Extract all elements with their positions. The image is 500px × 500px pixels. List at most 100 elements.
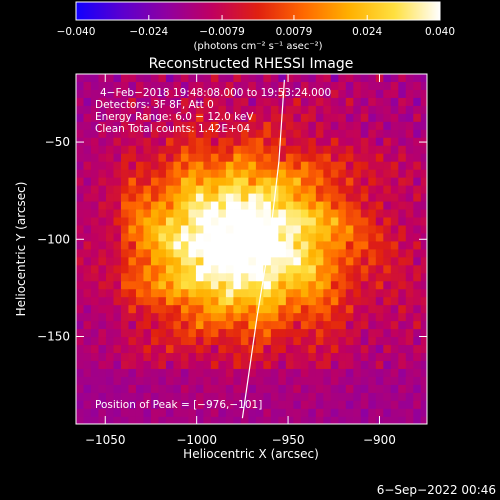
heatmap-cell xyxy=(248,89,257,99)
heatmap-cell xyxy=(300,153,309,163)
heatmap-cell xyxy=(158,137,167,147)
heatmap-cell xyxy=(218,425,226,433)
heatmap-cell xyxy=(98,97,107,107)
heatmap-cell xyxy=(83,329,92,338)
heatmap-cell xyxy=(323,297,332,306)
heatmap-cell xyxy=(76,249,84,258)
heatmap-cell xyxy=(165,233,174,242)
heatmap-cell xyxy=(135,129,144,139)
heatmap-cell xyxy=(165,353,174,362)
heatmap-cell xyxy=(240,74,249,83)
heatmap-cell xyxy=(105,169,114,179)
heatmap-cell xyxy=(300,265,309,274)
heatmap-cell xyxy=(143,89,152,99)
heatmap-cell xyxy=(413,113,422,123)
heatmap-cell xyxy=(270,185,279,194)
heatmap-cell xyxy=(105,217,114,226)
heatmap-cell xyxy=(390,185,399,194)
heatmap-cell xyxy=(413,273,422,282)
heatmap-cell xyxy=(390,329,399,338)
heatmap-cell xyxy=(360,249,369,258)
heatmap-cell xyxy=(390,201,399,210)
heatmap-cell xyxy=(233,384,242,394)
heatmap-cell xyxy=(173,185,182,194)
heatmap-cell xyxy=(165,201,174,210)
heatmap-cell xyxy=(120,161,129,171)
heatmap-cell xyxy=(293,376,302,386)
heatmap-cell xyxy=(248,329,257,338)
heatmap-cell xyxy=(345,217,354,226)
heatmap-cell xyxy=(263,193,272,202)
heatmap-cell xyxy=(120,201,129,210)
heatmap-cell xyxy=(218,185,227,194)
heatmap-cell xyxy=(135,329,144,338)
info-line: Clean Total counts: 1.42E+04 xyxy=(95,123,250,135)
heatmap-cell xyxy=(143,425,151,433)
heatmap-cell xyxy=(76,297,84,306)
heatmap-cell xyxy=(308,305,317,314)
heatmap-cell xyxy=(105,153,114,163)
heatmap-cell xyxy=(315,97,324,107)
heatmap-cell xyxy=(173,273,182,282)
heatmap-cell xyxy=(83,249,92,258)
heatmap-cell xyxy=(413,81,422,91)
heatmap-cell xyxy=(135,257,144,266)
heatmap-cell xyxy=(278,193,287,202)
heatmap-cell xyxy=(240,305,249,314)
heatmap-cell xyxy=(330,185,339,194)
heatmap-cell xyxy=(76,185,84,194)
heatmap-cell xyxy=(360,185,369,194)
heatmap-cell xyxy=(345,361,354,370)
heatmap-cell xyxy=(255,345,264,354)
heatmap-cell xyxy=(203,193,212,202)
heatmap-cell xyxy=(323,305,332,314)
heatmap-cell xyxy=(76,400,84,410)
heatmap-cell xyxy=(195,353,204,362)
heatmap-cell xyxy=(308,153,317,163)
heatmap-cell xyxy=(150,384,159,394)
heatmap-cell xyxy=(360,305,369,314)
heatmap-cell xyxy=(98,169,107,179)
heatmap-cell xyxy=(315,177,324,187)
heatmap-cell xyxy=(308,241,317,250)
heatmap-cell xyxy=(210,209,219,218)
heatmap-image xyxy=(76,74,436,433)
heatmap-cell xyxy=(383,345,392,354)
heatmap-cell xyxy=(405,97,414,107)
heatmap-cell xyxy=(113,368,122,378)
heatmap-cell xyxy=(180,89,189,99)
heatmap-cell xyxy=(180,81,189,91)
heatmap-cell xyxy=(405,105,414,115)
heatmap-cell xyxy=(195,376,204,386)
heatmap-cell xyxy=(128,337,137,346)
heatmap-cell xyxy=(270,137,279,147)
heatmap-cell xyxy=(338,209,347,218)
heatmap-cell xyxy=(203,201,212,210)
heatmap-cell xyxy=(83,353,92,362)
heatmap-cell xyxy=(360,209,369,218)
heatmap-cell xyxy=(390,368,399,378)
heatmap-cell xyxy=(368,97,377,107)
heatmap-cell xyxy=(225,289,234,298)
heatmap-cell xyxy=(271,425,279,433)
heatmap-cell xyxy=(278,329,287,338)
heatmap-cell xyxy=(278,233,287,242)
heatmap-cell xyxy=(233,249,242,258)
peak-position-label: Position of Peak = [−976,−101] xyxy=(95,399,262,411)
heatmap-cell xyxy=(76,97,84,107)
heatmap-cell xyxy=(135,153,144,163)
heatmap-cell xyxy=(150,376,159,386)
heatmap-cell xyxy=(353,289,362,298)
heatmap-cell xyxy=(120,209,129,218)
heatmap-cell xyxy=(150,113,159,123)
heatmap-cell xyxy=(330,368,339,378)
heatmap-cell xyxy=(345,273,354,282)
heatmap-cell xyxy=(338,257,347,266)
y-axis-label: Heliocentric Y (arcsec) xyxy=(14,182,28,317)
heatmap-cell xyxy=(375,337,384,346)
heatmap-cell xyxy=(240,345,249,354)
heatmap-cell xyxy=(413,153,422,163)
heatmap-cell xyxy=(113,217,122,226)
heatmap-cell xyxy=(428,82,436,90)
heatmap-cell xyxy=(413,137,422,147)
